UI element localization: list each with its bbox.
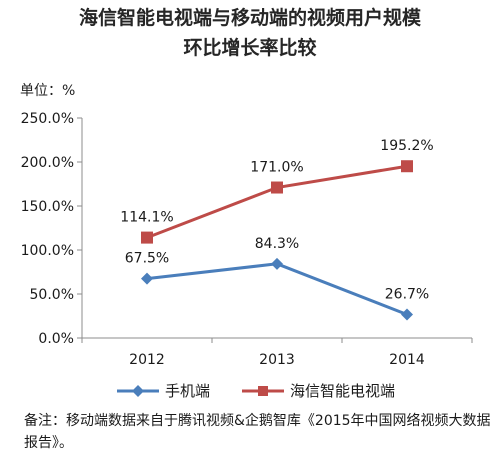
chart-axes [77, 117, 473, 343]
series-markers [141, 160, 413, 321]
legend-swatch-hisense-tv [242, 385, 284, 396]
legend-item-hisense-tv: 海信智能电视端 [240, 380, 395, 401]
y-tick-label: 150.0% [21, 199, 74, 215]
data-label: 171.0% [250, 160, 303, 176]
legend-label-mobile: 手机端 [165, 382, 211, 400]
legend-item-mobile: 手机端 [115, 380, 210, 401]
data-point-hisense-tv [141, 231, 153, 244]
y-tick-labels: 0.0% 50.0% 100.0% 150.0% 200.0% 250.0% [21, 111, 74, 347]
chart-subtitle: 环比增长率比较 [183, 37, 317, 59]
footnote: 备注：移动端数据来自于腾讯视频&企鹅智库《2015年中国网络视频大数据报告》。 [24, 413, 491, 451]
y-tick-label: 50.0% [30, 287, 74, 303]
data-label: 195.2% [380, 138, 433, 154]
x-tick-labels: 2012 2013 2014 [129, 352, 425, 368]
y-tick-label: 100.0% [21, 243, 74, 259]
y-tick-label: 200.0% [21, 155, 74, 171]
data-label: 67.5% [125, 251, 169, 267]
data-point-mobile [271, 257, 283, 270]
data-point-mobile [401, 308, 413, 321]
data-labels: 67.5% 84.3% 26.7% 114.1% 171.0% 195.2% [120, 138, 433, 302]
x-tick-label: 2012 [129, 352, 165, 368]
data-point-hisense-tv [271, 181, 283, 194]
data-label: 26.7% [385, 287, 429, 303]
x-tick-label: 2014 [389, 352, 425, 368]
chart-title: 海信智能电视端与移动端的视频用户规模 [78, 7, 421, 29]
data-label: 84.3% [255, 236, 299, 252]
series-line-hisense-tv [146, 164, 408, 239]
data-label: 114.1% [120, 210, 173, 226]
y-tick-label: 0.0% [38, 331, 74, 347]
y-tick-label: 250.0% [21, 111, 74, 127]
unit-label: 单位：% [20, 83, 76, 99]
series-line-mobile [146, 262, 408, 316]
x-tick-label: 2013 [259, 352, 295, 368]
legend-label-hisense-tv: 海信智能电视端 [290, 382, 396, 400]
data-point-hisense-tv [401, 160, 413, 173]
data-point-mobile [141, 272, 153, 285]
legend-swatch-mobile [117, 384, 159, 397]
